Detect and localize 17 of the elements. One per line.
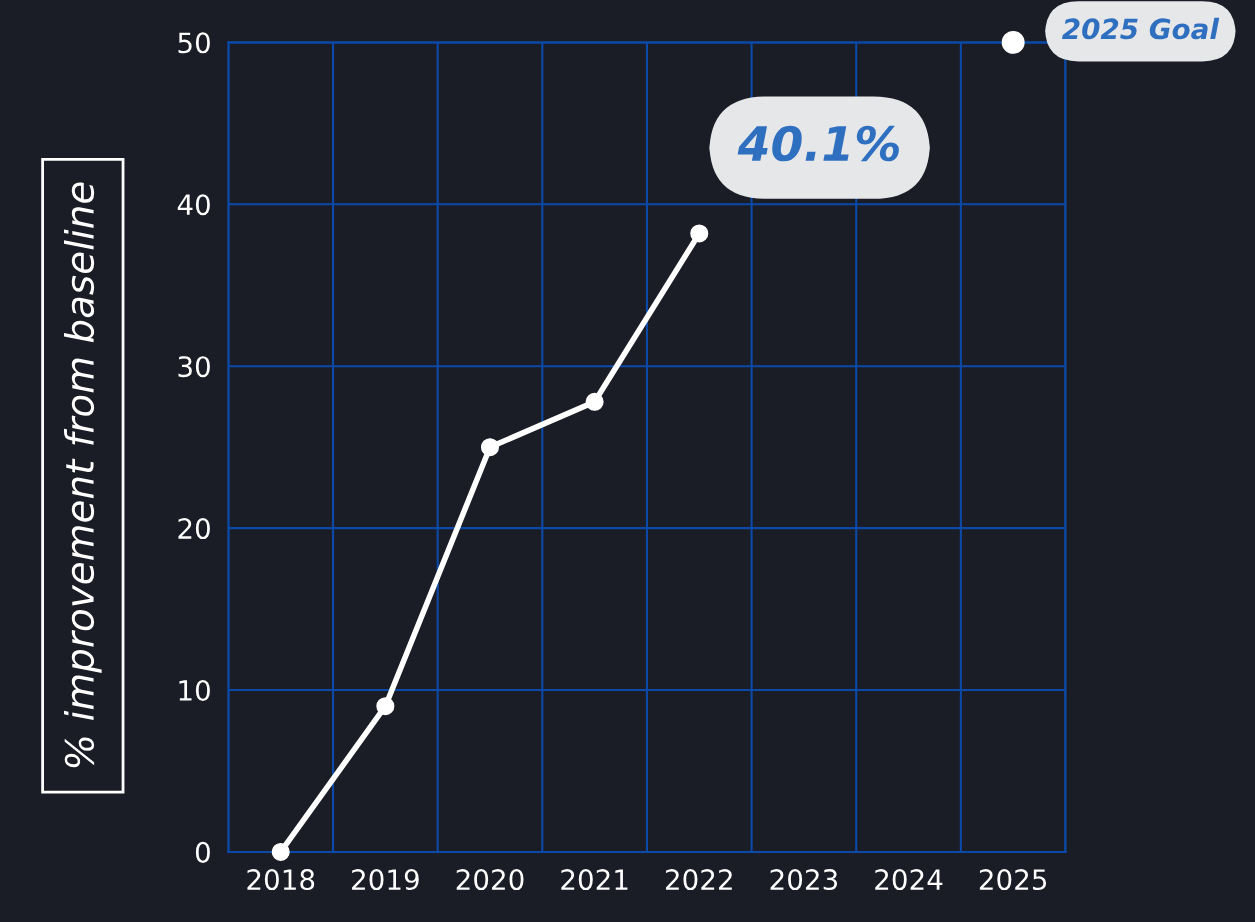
x-tick-label: 2021 [561,869,628,891]
y-tick-label: 50 [178,32,210,54]
annotation: 40.1% [737,125,899,162]
y-tick-label: 10 [179,679,210,701]
y-axis-title: % improvement from baseline [64,182,102,768]
x-tick-label: 2025 [979,869,1047,891]
x-tick-label: 2023 [770,869,838,891]
y-tick-label: 30 [178,356,210,378]
x-tick-label: 2019 [352,869,419,891]
x-tick-label: 2018 [247,869,315,891]
y-tick-label: 20 [178,518,210,540]
y-tick-label: 40 [177,194,210,216]
x-tick-label: 2022 [665,869,732,891]
annotation: 2025 Goal [1062,17,1220,40]
x-tick-label: 2024 [875,869,943,891]
x-tick-label: 2020 [456,869,524,891]
y-tick-label: 0 [195,841,210,863]
